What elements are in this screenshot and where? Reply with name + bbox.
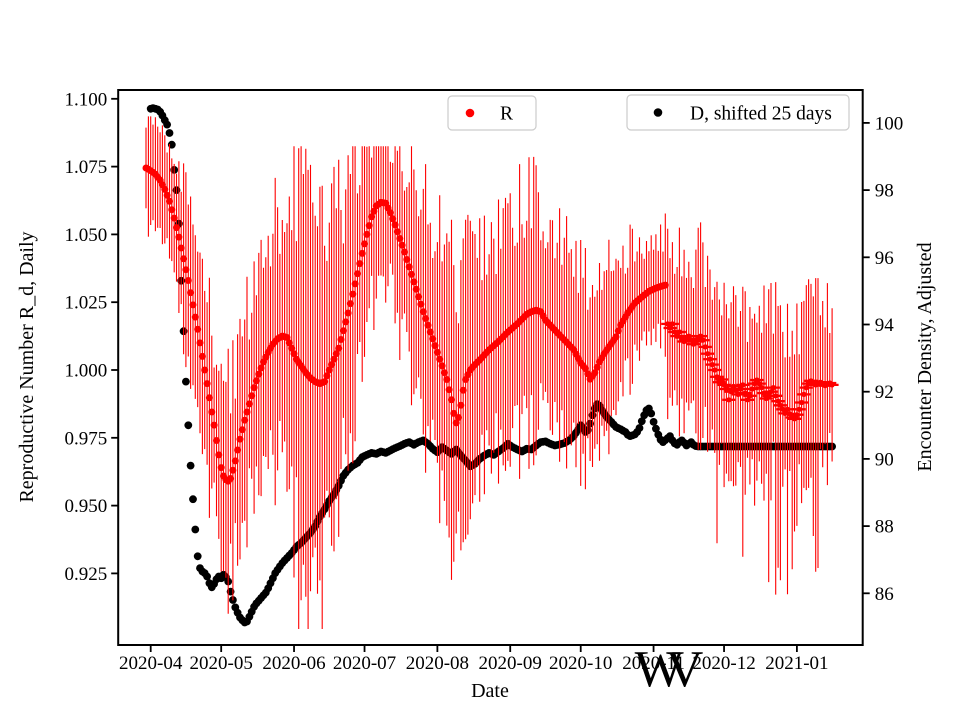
y-right-tick-label: 96 [875,248,894,269]
data-layer [142,104,839,629]
x-tick-label: 2020-11 [622,653,685,674]
y-right-tick-label: 94 [875,315,895,336]
legend-d-label: D, shifted 25 days [690,104,832,125]
plot-border [117,89,864,646]
y-right-tick-label: 98 [875,181,894,202]
y-left-tick-label: 0.975 [64,428,107,449]
r-series-errorbars [145,116,833,629]
legend-d-marker-icon [653,108,663,117]
y-right-tick-label: 92 [875,382,894,403]
x-tick-label: 2021-01 [765,653,828,674]
y-left-tick-label: 1.025 [64,293,107,314]
x-tick-label: 2020-12 [692,653,755,674]
ticks-layer: 2020-04 2020-05 2020-06 2020-07 2020-08 2020-… [64,89,903,674]
legend-r-label: R [500,104,513,125]
x-tick-label: 2020-04 [119,653,183,674]
y-left-tick-label: 0.950 [64,496,107,517]
x-axis-label: Date [471,680,509,702]
y-left-tick-label: 1.050 [64,225,107,246]
y-left-tick-label: 1.100 [64,89,107,110]
r-series-tail-crosses [661,321,839,422]
r-series-points [142,164,669,485]
x-tick-label: 2020-09 [479,653,542,674]
legend-d-box [626,94,850,131]
y-left-tick-label: 1.075 [64,157,107,178]
y-right-axis-label: Encounter Density, Adjusted [914,242,936,471]
legend-r-marker-icon [465,108,475,118]
x-tick-label: 2020-08 [406,653,469,674]
y-left-tick-label: 0.925 [64,564,107,585]
legend-d: D, shifted 25 days [626,94,850,131]
y-right-tick-label: 86 [875,584,894,605]
legend-r: R [447,95,537,131]
y-left-tick-label: 1.000 [64,361,107,382]
legend-r-box [447,95,537,131]
x-tick-label: 2020-05 [190,653,253,674]
y-right-tick-label: 88 [875,517,894,538]
x-tick-label: 2020-07 [333,653,396,674]
y-right-tick-label: 90 [875,449,894,470]
x-tick-label: 2020-06 [262,653,325,674]
x-tick-label: 2020-10 [549,653,612,674]
y-right-tick-label: 100 [875,113,904,134]
y-left-axis-label: Reproductive Number R_d, Daily [16,231,38,502]
